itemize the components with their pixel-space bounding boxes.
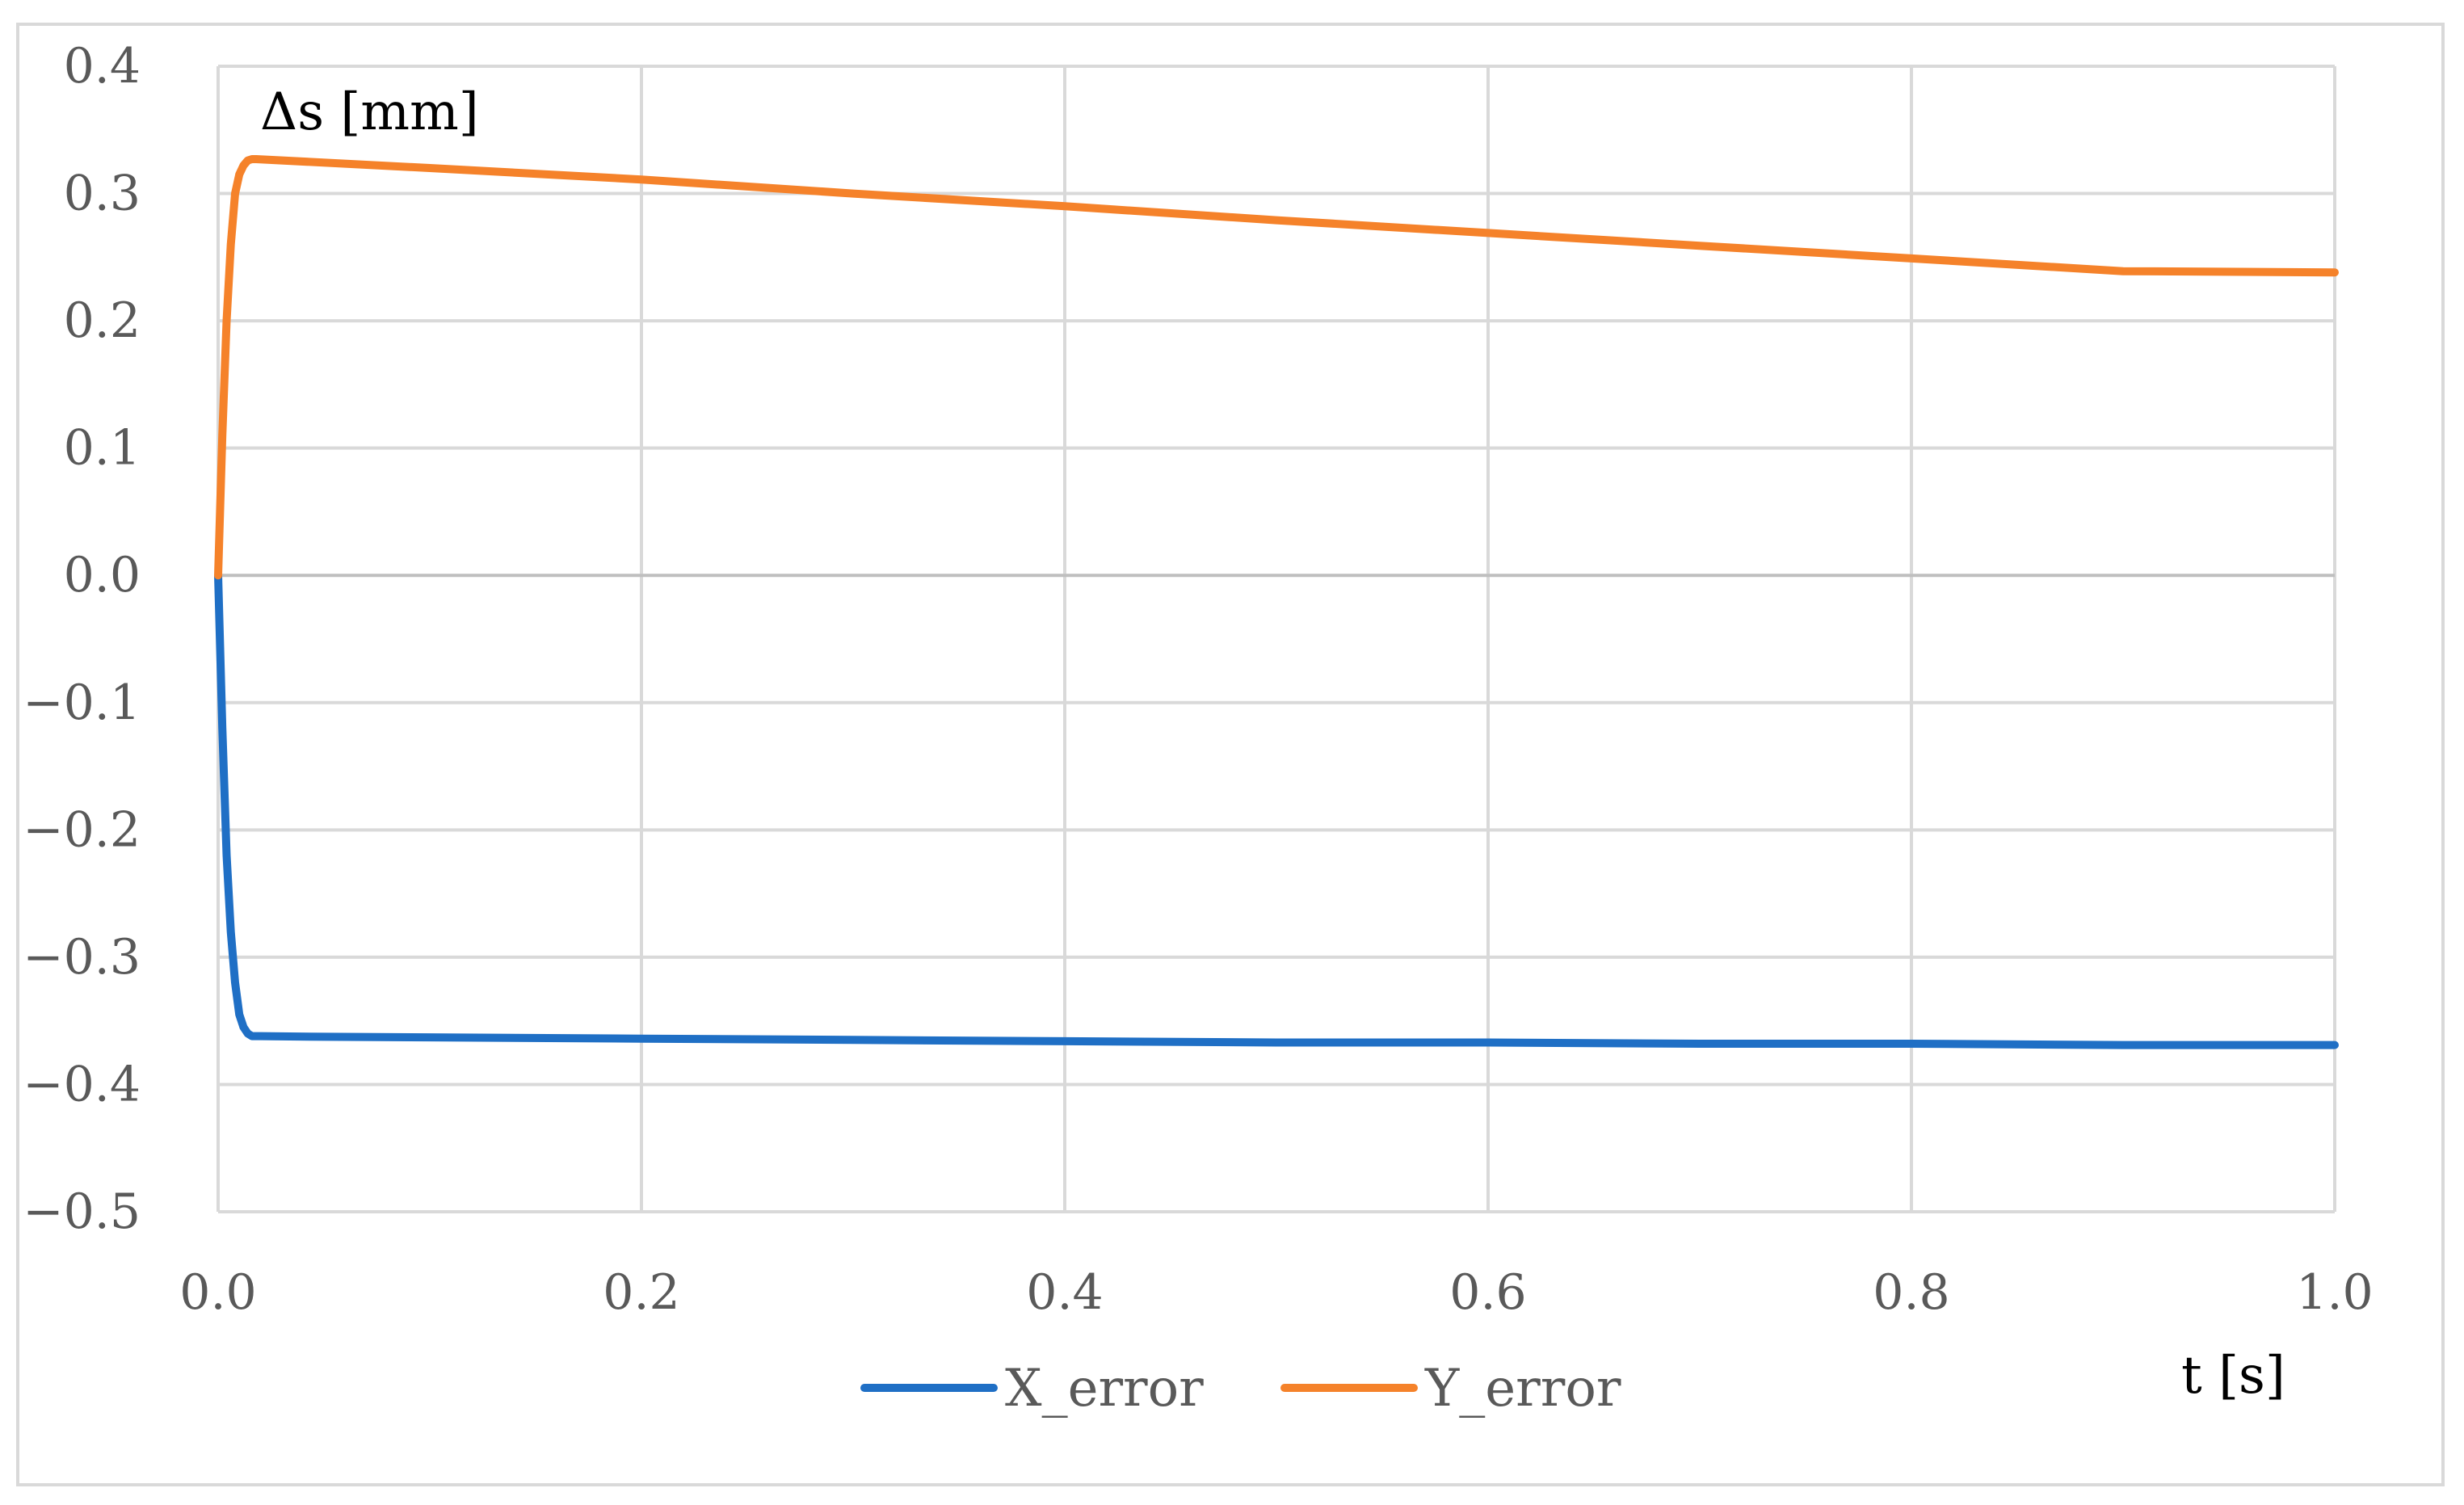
y-tick-label: −0.4 bbox=[23, 1056, 141, 1112]
y-tick-label: 0.0 bbox=[64, 547, 141, 603]
y-tick-label: −0.3 bbox=[23, 929, 141, 986]
x-tick-label: 0.0 bbox=[179, 1264, 256, 1321]
line-chart: 0.4 0.3 0.2 0.1 0.0 −0.1 −0.2 −0.3 −0.4 −0.5 0.0 0.… bbox=[23, 38, 2373, 1419]
y-axis-title: Δs [mm] bbox=[260, 82, 479, 142]
legend: X_error Y_error bbox=[860, 1359, 1621, 1419]
x-tick-label: 0.8 bbox=[1873, 1264, 1949, 1321]
tick-labels: 0.4 0.3 0.2 0.1 0.0 −0.1 −0.2 −0.3 −0.4 −0.5 0.0 0.… bbox=[23, 38, 2373, 1321]
chart-frame: 0.4 0.3 0.2 0.1 0.0 −0.1 −0.2 −0.3 −0.4 −0.5 0.0 0.… bbox=[16, 23, 2445, 1486]
x-tick-label: 0.2 bbox=[603, 1264, 679, 1321]
x-axis-title: t [s] bbox=[2181, 1346, 2285, 1406]
series-line-x-error bbox=[214, 571, 2339, 1049]
x-tick-label: 1.0 bbox=[2296, 1264, 2373, 1321]
series-line-y-error bbox=[214, 155, 2339, 580]
series bbox=[214, 155, 2339, 1049]
x-tick-label: 0.6 bbox=[1449, 1264, 1526, 1321]
y-tick-label: 0.4 bbox=[64, 38, 141, 95]
legend-label-x-error: X_error bbox=[1005, 1359, 1204, 1419]
y-tick-label: −0.5 bbox=[23, 1183, 141, 1240]
y-tick-label: 0.2 bbox=[64, 292, 141, 349]
x-tick-label: 0.4 bbox=[1026, 1264, 1103, 1321]
y-tick-label: 0.1 bbox=[64, 420, 141, 477]
y-tick-label: −0.1 bbox=[23, 675, 141, 731]
y-tick-label: −0.2 bbox=[23, 801, 141, 858]
y-tick-label: 0.3 bbox=[64, 166, 141, 222]
grid bbox=[218, 65, 2336, 1213]
legend-label-y-error: Y_error bbox=[1424, 1359, 1621, 1419]
